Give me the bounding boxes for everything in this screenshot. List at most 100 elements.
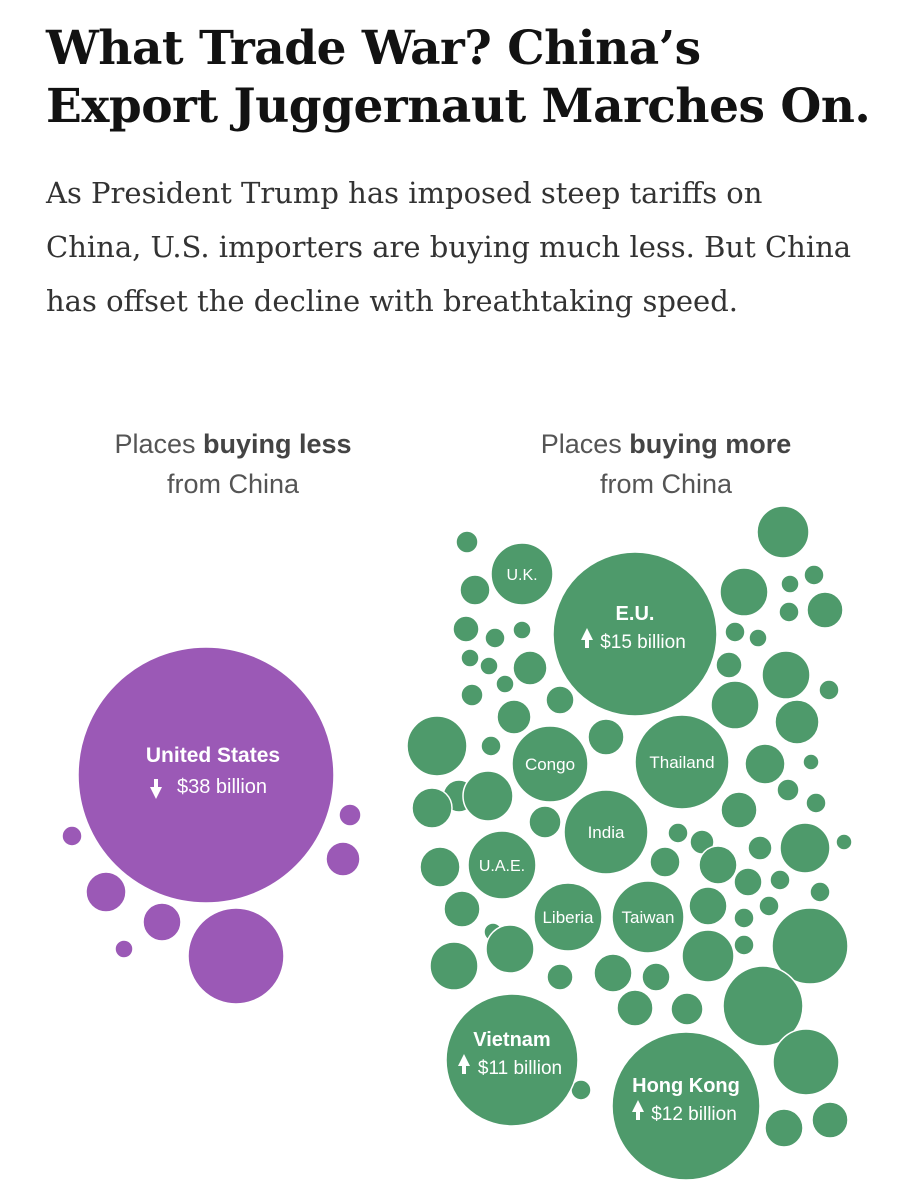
bubble	[681, 929, 735, 983]
bubble	[495, 674, 515, 694]
bubble	[479, 656, 499, 676]
label-liberia: Liberia	[542, 908, 594, 927]
bubble	[411, 787, 453, 829]
bubble	[142, 902, 182, 942]
value-e-u: $15 billion	[600, 632, 686, 653]
bubble	[719, 567, 769, 617]
bubble	[512, 650, 548, 686]
label-congo: Congo	[525, 755, 575, 774]
up-arrow-icon	[581, 628, 593, 648]
label-india: India	[588, 823, 625, 842]
bubble	[769, 869, 791, 891]
bubble-taiwan	[611, 880, 685, 954]
bubble	[485, 924, 535, 974]
value-hong-kong: $12 billion	[651, 1104, 737, 1125]
bubble-congo	[511, 725, 589, 803]
bubble-thailand	[634, 714, 730, 810]
group-title-suffix: from China	[599, 469, 733, 499]
bubble	[452, 615, 480, 643]
bubble	[480, 735, 502, 757]
bubble-e-u	[552, 551, 718, 717]
bubble	[774, 699, 820, 745]
bubble	[616, 989, 654, 1027]
bubble	[325, 841, 361, 877]
bubble	[496, 699, 532, 735]
bubble	[771, 907, 849, 985]
bubble-liberia	[533, 882, 603, 952]
group-title-prefix: Places	[540, 429, 630, 459]
bubble	[512, 620, 532, 640]
up-arrow-icon	[458, 1054, 470, 1074]
label-hong-kong: Hong Kong	[632, 1075, 740, 1097]
bubble	[710, 680, 760, 730]
bubble	[688, 886, 728, 926]
bubble	[756, 505, 810, 559]
bubble	[528, 805, 562, 839]
bubble	[114, 939, 134, 959]
bubble	[187, 907, 285, 1005]
bubble	[698, 845, 738, 885]
label-u-a-e: U.A.E.	[479, 858, 525, 875]
label-united-states: United States	[146, 744, 280, 767]
bubble	[61, 825, 83, 847]
bubble-hong-kong	[611, 1031, 761, 1181]
bubble	[835, 833, 853, 851]
bubble	[764, 1108, 804, 1148]
summary: As President Trump has imposed steep tar…	[46, 176, 852, 318]
group-title-suffix: from China	[166, 469, 300, 499]
bubble	[85, 871, 127, 913]
label-u-k: U.K.	[506, 567, 537, 584]
bubble	[805, 792, 827, 814]
label-vietnam: Vietnam	[473, 1029, 550, 1051]
bubble	[545, 685, 575, 715]
headline: What Trade War? China’s Export Juggernau…	[46, 21, 871, 134]
label-thailand: Thailand	[649, 753, 714, 772]
bubble	[443, 890, 481, 928]
bubble	[780, 574, 800, 594]
bubble	[722, 965, 804, 1047]
bubble	[715, 651, 743, 679]
bubble	[641, 962, 671, 992]
value-vietnam: $11 billion	[478, 1058, 562, 1079]
bubble-united-states	[77, 646, 335, 904]
bubble	[811, 1101, 849, 1139]
down-arrow-icon	[150, 779, 162, 799]
group-title-prefix: Places	[114, 429, 203, 459]
bubble-u-k	[490, 542, 554, 606]
bubble	[546, 963, 574, 991]
bubble	[802, 753, 820, 771]
bubble	[779, 822, 831, 874]
bubble-vietnam	[445, 993, 579, 1127]
group-title-bold: buying less	[203, 429, 352, 459]
bubble	[419, 846, 461, 888]
bubble	[748, 628, 768, 648]
bubble	[733, 907, 755, 929]
bubble	[462, 770, 514, 822]
bubble	[744, 743, 786, 785]
bubble	[758, 895, 780, 917]
bubble	[667, 822, 689, 844]
bubble	[806, 591, 844, 629]
label-taiwan: Taiwan	[622, 908, 675, 927]
bubble	[429, 941, 479, 991]
bubble	[778, 601, 800, 623]
bubble	[803, 564, 825, 586]
bubble	[747, 835, 773, 861]
bubble	[670, 992, 704, 1026]
bubble	[649, 846, 681, 878]
bubble	[455, 530, 479, 554]
bubble	[720, 791, 758, 829]
bubble	[818, 679, 840, 701]
bubble	[772, 1028, 840, 1096]
group-title-buying-more: Places buying more from China	[516, 424, 816, 504]
up-arrow-icon	[632, 1100, 644, 1120]
bubble	[484, 627, 506, 649]
bubble	[460, 683, 484, 707]
bubble	[733, 867, 763, 897]
group-title-buying-less: Places buying less from China	[83, 424, 383, 504]
bubble	[776, 778, 800, 802]
bubble	[587, 718, 625, 756]
bubble	[460, 648, 480, 668]
bubble	[459, 574, 491, 606]
